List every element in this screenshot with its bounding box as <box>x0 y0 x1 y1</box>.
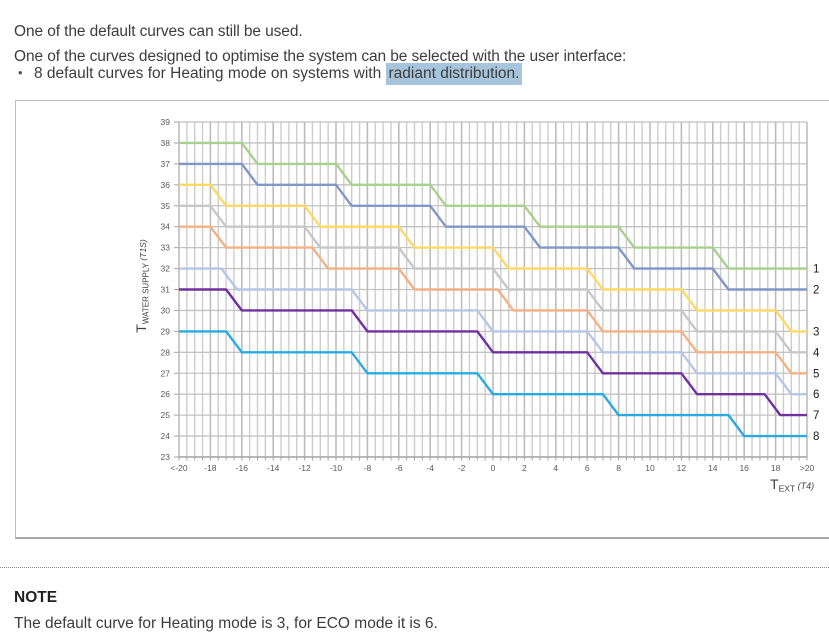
y-tick-label: 36 <box>161 180 171 190</box>
intro-line-2: One of the curves designed to optimise t… <box>14 47 627 65</box>
bullet-item: • 8 default curves for Heating mode on sy… <box>18 63 523 85</box>
y-tick-label: 26 <box>161 389 171 399</box>
curve-label-2: 2 <box>813 285 819 297</box>
y-tick-label: 39 <box>161 117 171 127</box>
y-tick-label: 23 <box>161 452 171 462</box>
y-tick-label: 31 <box>161 285 171 295</box>
curve-8 <box>179 330 807 438</box>
x-tick-label: 4 <box>553 463 558 473</box>
highlighted-text: radiant distribution. <box>385 63 523 85</box>
curve-label-6: 6 <box>813 389 819 401</box>
curve-label-1: 1 <box>813 264 819 276</box>
x-tick-label: 12 <box>677 463 687 473</box>
chart-container: <-20 -18 -16 -14 -12 -10 -8 -6 -4 -2 0 2 4 6 8 10 12 14 16… <box>15 100 829 539</box>
bullet-marker: • <box>18 65 23 80</box>
y-tick-label: 27 <box>161 368 171 378</box>
y-tick-label: 30 <box>161 305 171 315</box>
note-body: The default curve for Heating mode is 3,… <box>14 614 438 632</box>
y-tick-label: 24 <box>161 431 171 441</box>
heating-curves-chart: <-20 -18 -16 -14 -12 -10 -8 -6 -4 -2 0 2 4 6 8 10 12 14 16… <box>133 117 820 494</box>
curve-label-8: 8 <box>813 431 819 443</box>
curve-label-7: 7 <box>813 410 819 422</box>
y-tick-label: 34 <box>161 222 171 232</box>
x-tick-label: 0 <box>491 463 496 473</box>
bullet-text: 8 default curves for Heating mode on sys… <box>34 65 386 82</box>
y-tick-label: 32 <box>161 264 171 274</box>
dotted-separator <box>0 567 829 568</box>
x-tick-label: 14 <box>708 463 718 473</box>
y-tick-label: 25 <box>161 410 171 420</box>
x-tick-label: <-20 <box>170 463 188 473</box>
x-tick-label: 10 <box>645 463 655 473</box>
x-tick-label: -10 <box>330 463 343 473</box>
curve-label-5: 5 <box>813 368 819 380</box>
x-tick-label: 18 <box>771 463 781 473</box>
y-tick-label: 38 <box>161 138 171 148</box>
curve-4 <box>179 204 807 354</box>
y-tick-label: 35 <box>161 201 171 211</box>
x-tick-label: -18 <box>204 463 217 473</box>
y-axis-title: TWATER SUPPLY (T1S) <box>133 239 151 333</box>
x-axis-title: TEXT (T4) <box>770 476 814 494</box>
curve-6 <box>179 267 807 396</box>
curve-7 <box>179 288 807 417</box>
curve-2 <box>179 162 807 291</box>
y-tick-label: 29 <box>161 326 171 336</box>
x-tick-label: -6 <box>395 463 403 473</box>
y-tick-label: 28 <box>161 347 171 357</box>
x-tick-label: -2 <box>458 463 466 473</box>
note-title: NOTE <box>14 588 58 606</box>
curve-5 <box>179 225 807 375</box>
curve-label-4: 4 <box>813 347 820 359</box>
x-tick-label: -4 <box>426 463 434 473</box>
x-tick-label: -8 <box>364 463 372 473</box>
curve-1 <box>179 141 807 270</box>
x-tick-label: 6 <box>585 463 590 473</box>
x-tick-label: 16 <box>739 463 749 473</box>
curve-3 <box>179 183 807 333</box>
x-tick-label: 2 <box>522 463 527 473</box>
curve-label-3: 3 <box>813 326 819 338</box>
y-tick-label: 37 <box>161 159 171 169</box>
x-tick-label: >20 <box>800 463 815 473</box>
intro-line-1: One of the default curves can still be u… <box>14 22 303 40</box>
x-tick-label: -12 <box>298 463 311 473</box>
y-tick-label: 33 <box>161 243 171 253</box>
x-tick-label: 8 <box>616 463 621 473</box>
x-tick-label: -16 <box>236 463 249 473</box>
x-tick-label: -14 <box>267 463 280 473</box>
